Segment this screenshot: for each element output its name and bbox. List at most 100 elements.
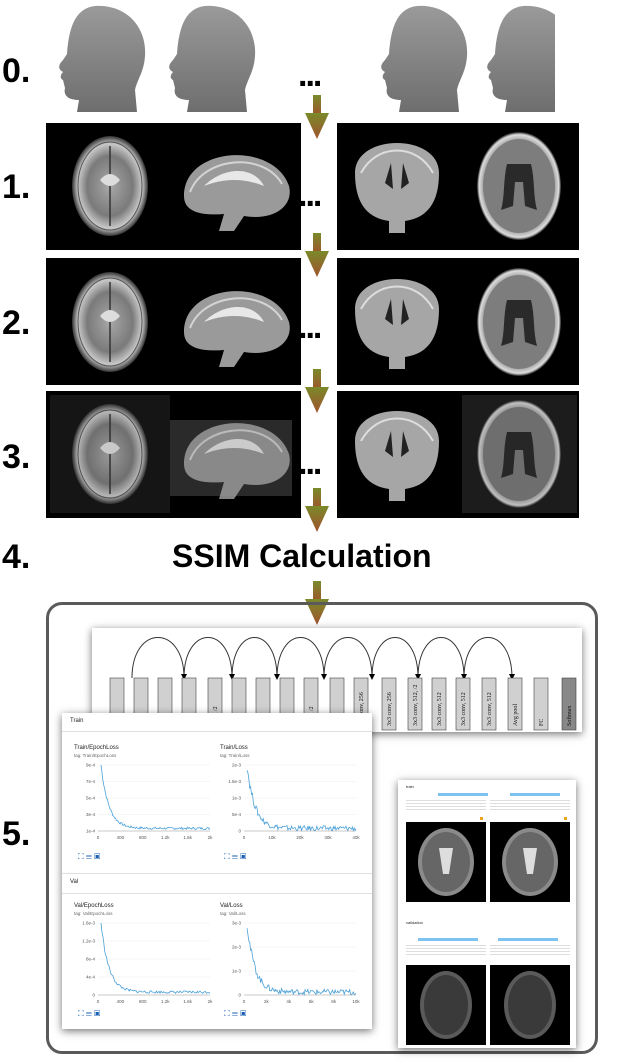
x-tick-label: 1.2k <box>161 999 170 1004</box>
header-highlight <box>418 938 478 941</box>
resnet-layer-label: 3x3 conv, 256 <box>387 692 393 726</box>
validation-images-section-label: validation <box>406 920 423 925</box>
chart-toolbar-icons[interactable]: ⛶ ☰ ▣ <box>224 852 247 861</box>
y-tick-label: 2e-3 <box>232 945 242 950</box>
y-tick-label: 0 <box>238 993 241 998</box>
y-tick-label: 1e-3 <box>232 969 242 974</box>
resnet-layer-label: Avg pool <box>513 704 519 726</box>
step-label-2: 2. <box>2 304 31 342</box>
y-tick-label: 0 <box>92 993 95 998</box>
x-tick-label: 800 <box>139 835 147 840</box>
train-images-section-label: train <box>406 784 414 789</box>
x-tick-label: 10k <box>268 835 276 840</box>
loss-curve <box>100 764 211 831</box>
meta-lines <box>406 798 486 812</box>
section-divider <box>62 731 372 732</box>
resnet-layer-box <box>533 677 549 731</box>
meta-lines <box>406 943 486 955</box>
resnet-layer-label: 3x3 conv, 256 <box>359 692 365 726</box>
loss-curve <box>246 928 357 997</box>
resnet-layer-label: 3x3 conv, 512, /2 <box>413 685 419 726</box>
y-tick-label: 9e-4 <box>86 763 96 768</box>
status-dot <box>564 817 567 820</box>
x-tick-label: 0 <box>243 999 246 1004</box>
y-tick-label: 3e-4 <box>86 812 96 817</box>
resnet-layer-box <box>431 677 447 731</box>
x-tick-label: 400 <box>117 999 125 1004</box>
chart-title: Train/EpochLoss <box>74 745 119 751</box>
x-tick-label: 10k <box>352 999 360 1004</box>
status-dot <box>480 817 483 820</box>
x-tick-label: 2k <box>264 999 270 1004</box>
x-tick-label: 1.2k <box>161 835 170 840</box>
ellipsis-row-1: ... <box>298 176 322 214</box>
x-tick-label: 30k <box>324 835 332 840</box>
y-tick-label: 8e-4 <box>86 957 96 962</box>
resnet-layer-label: Softmax <box>566 706 573 726</box>
x-tick-label: 0 <box>97 835 100 840</box>
y-tick-label: 4e-4 <box>86 975 96 980</box>
loss-curve <box>100 922 211 995</box>
y-tick-label: 7e-4 <box>86 779 96 784</box>
arrow-down-icon <box>305 95 329 139</box>
resnet-layer-box <box>507 677 523 731</box>
x-tick-label: 400 <box>117 835 125 840</box>
resnet-layer-label: FC <box>539 719 545 726</box>
x-tick-label: 2k <box>208 835 214 840</box>
x-tick-label: 8k <box>331 999 337 1004</box>
chart-toolbar-icons[interactable]: ⛶ ☰ ▣ <box>224 1009 247 1018</box>
ssim-calculation-title: SSIM Calculation <box>172 538 432 574</box>
arrow-down-icon <box>305 488 329 532</box>
validation-brain-images <box>420 971 556 1039</box>
chart-tag: tag: Val/Loss <box>220 911 246 916</box>
step-label-0: 0. <box>2 52 31 90</box>
ellipsis-row-0: ... <box>298 56 322 94</box>
tensorboard-panel: Train Val Train/EpochLoss tag: Train/Epo… <box>62 713 372 1029</box>
image-results-panel: train validation <box>398 780 576 1048</box>
meta-lines <box>490 798 570 812</box>
chart-title: Train/Loss <box>220 745 248 751</box>
y-tick-label: 1.2e-3 <box>82 939 95 944</box>
x-tick-label: 0 <box>97 999 100 1004</box>
header-highlight <box>438 793 488 796</box>
resnet-layer-box <box>381 677 397 731</box>
train-brain-images <box>418 828 558 896</box>
chart-tag: tag: Val/EpochLoss <box>74 911 113 916</box>
resnet-layer-box <box>407 677 423 731</box>
brain-scan-images <box>50 132 577 513</box>
val-epochloss-chart: 1.6e-3 1.2e-3 8e-4 4e-4 00 400 800 1.2k 1.6k 2k <box>82 921 213 1005</box>
chart-tag: tag: Train/EpochLoss <box>74 753 117 758</box>
step-label-5: 5. <box>2 815 31 853</box>
y-tick-label: 3e-3 <box>232 921 242 926</box>
chart-toolbar-icons[interactable]: ⛶ ☰ ▣ <box>78 852 101 861</box>
y-tick-label: 5e-4 <box>86 796 96 801</box>
chart-title: Val/Loss <box>220 903 243 909</box>
x-tick-label: 800 <box>139 999 147 1004</box>
y-tick-label: 1.6e-3 <box>82 921 95 926</box>
step-label-4: 4. <box>2 538 31 576</box>
train-epochloss-chart: 9e-4 7e-4 5e-4 3e-4 1e-40 400 800 1.2k 1.6k 2k <box>86 763 214 841</box>
resnet-layer-label: 3x3 conv, 512 <box>437 692 443 726</box>
meta-lines <box>490 943 570 955</box>
resnet-layer-box <box>481 677 497 731</box>
chart-toolbar-icons[interactable]: ⛶ ☰ ▣ <box>78 1009 101 1018</box>
y-tick-label: 0 <box>238 829 241 834</box>
loss-curve <box>246 770 357 833</box>
x-tick-label: 4k <box>286 999 292 1004</box>
y-tick-label: 1.5e-3 <box>228 779 241 784</box>
resnet-layer-box <box>455 677 471 731</box>
x-tick-label: 1.6k <box>183 835 192 840</box>
ellipsis-row-3: ... <box>298 444 322 482</box>
arrow-down-icon <box>305 233 329 277</box>
y-tick-label: 1e-3 <box>232 796 242 801</box>
resnet-layer-box <box>561 677 577 731</box>
y-tick-label: 1e-4 <box>86 829 96 834</box>
train-section-label: Train <box>70 718 84 724</box>
step-label-1: 1. <box>2 168 31 206</box>
x-tick-label: 20k <box>296 835 304 840</box>
section-divider <box>62 893 372 894</box>
train-loss-chart: 2e-3 1.5e-3 1e-3 5e-4 00 10k 20k 30k 40k <box>228 763 360 841</box>
y-tick-label: 2e-3 <box>232 763 242 768</box>
header-highlight <box>498 938 558 941</box>
x-tick-label: 0 <box>243 835 246 840</box>
